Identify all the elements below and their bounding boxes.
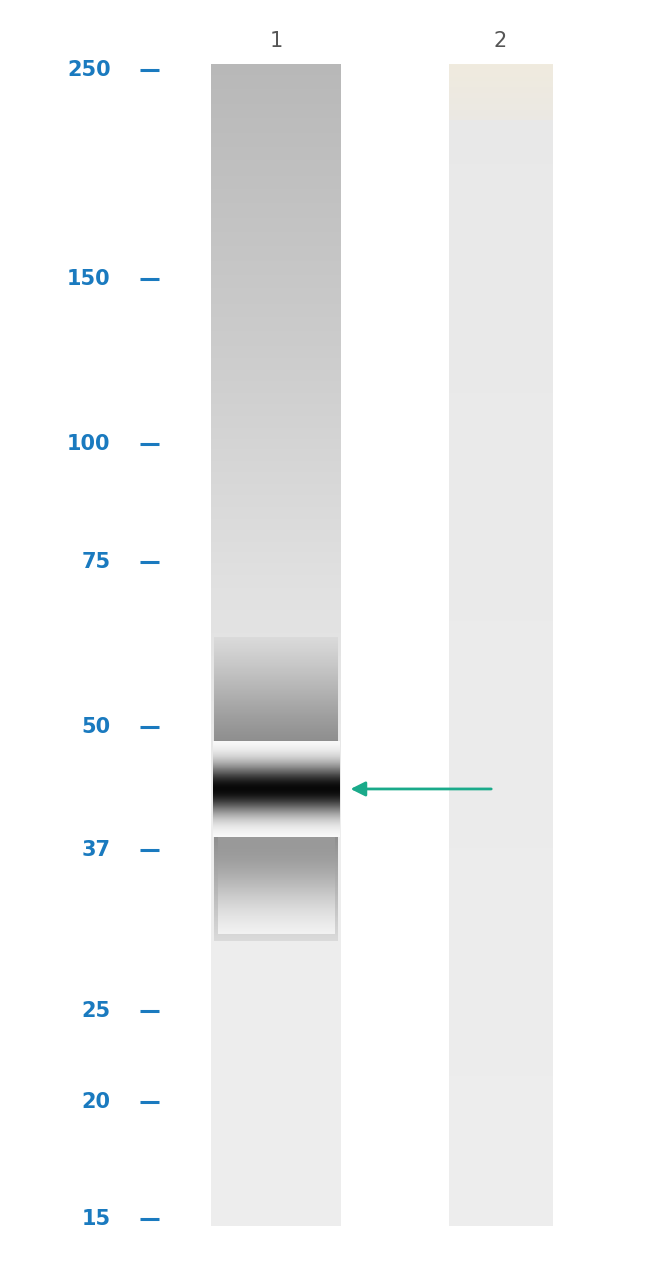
Text: 150: 150 (67, 268, 111, 288)
Text: 100: 100 (67, 434, 111, 455)
Text: 75: 75 (81, 551, 110, 572)
Text: 50: 50 (81, 718, 110, 738)
Text: 2: 2 (494, 30, 507, 51)
Text: 15: 15 (81, 1209, 110, 1229)
Text: 25: 25 (81, 1001, 110, 1021)
Text: 20: 20 (81, 1092, 110, 1111)
Text: 250: 250 (67, 60, 111, 80)
Text: 1: 1 (270, 30, 283, 51)
Text: 37: 37 (81, 841, 110, 860)
